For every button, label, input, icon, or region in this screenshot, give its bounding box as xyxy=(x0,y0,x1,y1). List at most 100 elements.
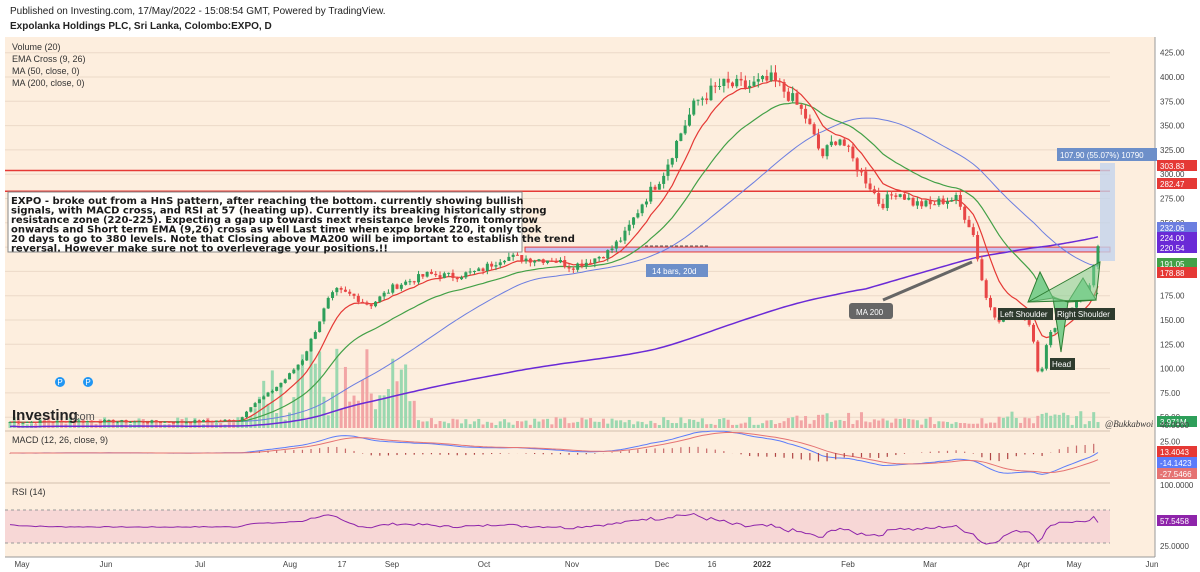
volume-bar xyxy=(851,423,855,428)
volume-bar xyxy=(636,421,640,428)
candle-body xyxy=(778,81,782,83)
volume-bar xyxy=(421,421,425,428)
macd-histogram-bar xyxy=(989,453,992,461)
volume-bar xyxy=(236,417,240,428)
candle-body xyxy=(266,392,270,397)
volume-bar xyxy=(507,422,511,428)
ma200-pointer xyxy=(882,260,973,302)
volume-bar xyxy=(60,422,64,428)
candle-body xyxy=(786,91,790,101)
volume-bar xyxy=(722,418,726,428)
candle-body xyxy=(395,284,399,289)
candle-body xyxy=(580,263,584,267)
annotation-line: onwards and Short term EMA (9,26) cross … xyxy=(11,225,542,236)
volume-bar xyxy=(808,423,812,428)
watermark-suffix: .com xyxy=(71,411,95,423)
candle-body xyxy=(485,263,489,271)
ma200-line xyxy=(9,236,1099,428)
macd-histogram-bar xyxy=(620,451,622,453)
price-tag-bg xyxy=(1157,258,1197,269)
macd-histogram-bar xyxy=(740,453,742,455)
candle-body xyxy=(189,422,193,424)
macd-histogram-bar xyxy=(422,453,424,455)
macd-histogram-bar xyxy=(878,453,880,458)
candle-body xyxy=(288,373,292,380)
candle-body xyxy=(361,301,365,303)
time-tick-label: 17 xyxy=(338,560,347,569)
candle-body xyxy=(735,78,739,87)
symbol-header: Expolanka Holdings PLC, Sri Lanka, Colom… xyxy=(10,21,272,32)
price-tick-label: 400.00 xyxy=(1160,73,1185,82)
price-tag-label: 178.88 xyxy=(1160,269,1185,278)
macd-histogram-bar xyxy=(1024,453,1026,455)
time-tick-label: Apr xyxy=(1018,560,1031,569)
volume-bar xyxy=(197,421,201,428)
volume-bar xyxy=(1040,413,1044,428)
volume-bar xyxy=(300,354,304,428)
macd-histogram-bar xyxy=(258,451,261,453)
volume-bar xyxy=(967,423,971,428)
volume-bar xyxy=(692,419,696,428)
bars-label: 14 bars, 20d xyxy=(652,267,696,276)
volume-bar xyxy=(434,424,438,428)
volume-bar xyxy=(335,348,339,428)
candle-body xyxy=(1031,324,1035,342)
price-tick-label: 75.00 xyxy=(1160,389,1181,398)
volume-bar xyxy=(933,424,937,428)
candle-body xyxy=(971,227,975,236)
legend-entry: Volume (20) xyxy=(12,42,61,52)
price-tag-bg xyxy=(1157,222,1197,233)
volume-bar xyxy=(326,415,330,428)
head-label: Head xyxy=(1052,360,1071,369)
volume-bar xyxy=(653,423,657,428)
volume-bar xyxy=(292,397,296,428)
candle-body xyxy=(984,280,988,298)
volume-bar xyxy=(761,423,765,428)
volume-bar xyxy=(85,422,89,428)
candle-body xyxy=(980,259,984,281)
legend-entry: MA (50, close, 0) xyxy=(12,66,80,76)
candle-body xyxy=(859,171,863,173)
candle-body xyxy=(761,76,765,80)
volume-bar xyxy=(210,422,214,428)
volume-bar xyxy=(442,421,446,428)
volume-bar xyxy=(984,423,988,428)
volume-bar xyxy=(348,401,352,428)
volume-bar xyxy=(240,418,244,428)
candle-body xyxy=(743,80,747,88)
candle-body xyxy=(606,250,610,259)
volume-bar xyxy=(954,422,958,428)
candle-body xyxy=(963,206,967,220)
volume-bar xyxy=(993,422,997,428)
candle-body xyxy=(34,421,38,423)
macd-histogram-bar xyxy=(491,453,493,455)
volume-bar xyxy=(821,414,825,428)
volume-bar xyxy=(877,420,881,428)
volume-bar xyxy=(683,423,687,428)
candle-body xyxy=(227,419,231,421)
macd-histogram-bar xyxy=(387,453,390,456)
price-tag-label: 220.54 xyxy=(1160,244,1185,253)
candle-body xyxy=(842,139,846,146)
candle-body xyxy=(601,256,605,259)
candle-body xyxy=(546,260,550,263)
candle-body xyxy=(305,351,309,361)
volume-bar xyxy=(146,420,150,428)
macd-histogram-bar xyxy=(1067,446,1069,453)
price-tag-label: 282.47 xyxy=(1160,180,1185,189)
volume-bar xyxy=(429,418,433,428)
candle-body xyxy=(872,189,876,194)
candle-body xyxy=(679,133,683,141)
volume-bar xyxy=(189,421,193,428)
moving-averages xyxy=(9,80,1099,428)
annotations: Volume (20) EMA Cross (9, 26) MA (50, clos… xyxy=(7,42,1157,429)
macd-histogram-bar xyxy=(869,453,871,458)
candle-body xyxy=(907,197,911,200)
dividend-marker xyxy=(83,377,93,387)
volume-bar xyxy=(331,392,335,428)
candle-body xyxy=(709,85,713,101)
volume-bar xyxy=(558,418,562,428)
volume-bar xyxy=(1074,416,1078,428)
candle-body xyxy=(442,273,446,279)
